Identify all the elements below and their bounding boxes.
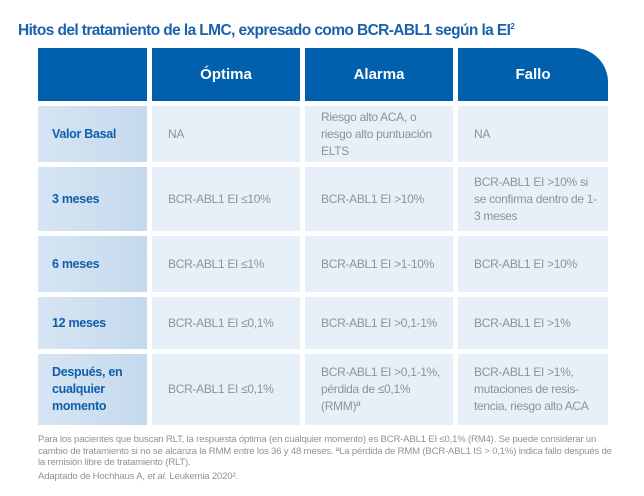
row-label: 12 meses [38,297,147,349]
row-label: Después, en cualquier momento [38,354,147,425]
row-label: 3 meses [38,167,147,231]
table-cell: BCR-ABL1 EI >0,1-1% [305,297,453,349]
table-cell: BCR-ABL1 EI ≤10% [152,167,300,231]
row-label: 6 meses [38,236,147,292]
column-header: Fallo [458,48,608,101]
footnotes: Para los pacientes que buscan RLT, la re… [38,434,618,484]
table-cell: BCR-ABL1 EI >10% [305,167,453,231]
table-cell: BCR-ABL1 EI >1-10% [305,236,453,292]
page-title: Hitos del tratamiento de la LMC, expresa… [18,22,515,40]
column-header: Alarma [305,48,453,101]
table-cell: BCR-ABL1 EI >1%, mutaciones de resis-ten… [458,354,608,425]
source-citation: Adaptado de Hochhaus A, et al. Leukemia … [38,470,238,482]
footnote-text: Para los pacientes que buscan RLT, la re… [38,434,612,468]
table-cell: BCR-ABL1 EI ≤0,1% [152,297,300,349]
table-cell: BCR-ABL1 EI >0,1-1%, pérdida de ≤0,1% (R… [305,354,453,425]
table-cell: BCR-ABL1 EI ≤0,1% [152,354,300,425]
table-cell: NA [458,106,608,162]
table-cell: NA [152,106,300,162]
table-cell: BCR-ABL1 EI >1% [458,297,608,349]
column-header: Óptima [152,48,300,101]
milestones-table: Óptima Alarma Fallo Valor Basal NA Riesgo alt… [38,48,608,425]
table-cell: BCR-ABL1 EI >10% si se confirma dentro d… [458,167,608,231]
table-cell: BCR-ABL1 EI >10% [458,236,608,292]
column-header [38,48,147,101]
table-cell: BCR-ABL1 EI ≤1% [152,236,300,292]
table-cell: Riesgo alto ACA, o riesgo alto puntuació… [305,106,453,162]
row-label: Valor Basal [38,106,147,162]
